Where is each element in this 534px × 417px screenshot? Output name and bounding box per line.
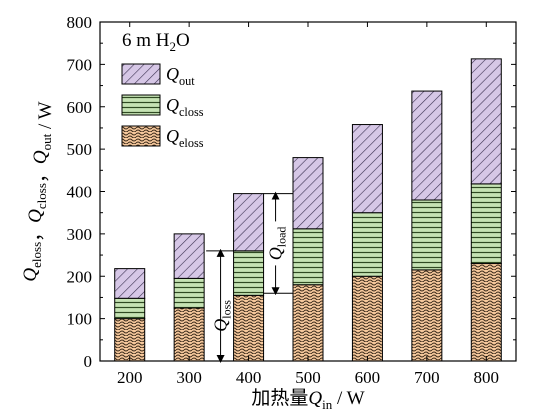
bar-closs-500 [292, 228, 324, 286]
bar-eloss-800 [470, 263, 502, 362]
x-tick-label: 600 [355, 368, 381, 387]
bar-out-600 [351, 124, 383, 214]
bar-out-500 [292, 157, 324, 230]
legend-swatch-closs [121, 94, 161, 116]
bar-closs-300 [173, 277, 205, 309]
x-tick-label: 200 [117, 368, 143, 387]
legend-swatch-eloss [121, 125, 161, 147]
bar-eloss-300 [173, 307, 205, 362]
x-tick-label: 400 [236, 368, 262, 387]
qload-label-bg [267, 221, 284, 266]
y-tick-label: 0 [84, 352, 93, 371]
x-axis-label: 加热量Qin / W [251, 387, 364, 412]
bar-out-300 [173, 233, 205, 279]
y-tick-label: 300 [67, 225, 93, 244]
x-tick-label: 500 [295, 368, 321, 387]
qload-label: Qload [266, 227, 289, 261]
legend-label-out: Qout [166, 64, 195, 88]
y-tick-label: 400 [67, 183, 93, 202]
x-tick-label: 700 [414, 368, 440, 387]
y-tick-label: 200 [67, 267, 93, 286]
y-axis-label: Qeloss，Qcloss，Qout / W [20, 101, 56, 281]
y-tick-label: 600 [67, 98, 93, 117]
condition-annotation: 6 m H2O [122, 30, 190, 54]
bar-eloss-200 [114, 318, 146, 362]
bar-eloss-500 [292, 284, 324, 362]
bar-out-400 [233, 193, 265, 252]
bar-eloss-400 [233, 294, 265, 362]
legend-swatch-out [121, 63, 161, 85]
legend-label-eloss: Qeloss [166, 126, 204, 150]
bar-closs-800 [470, 183, 502, 265]
bar-out-200 [114, 268, 146, 299]
y-tick-label: 800 [67, 13, 93, 32]
x-tick-label: 300 [176, 368, 202, 387]
y-tick-label: 700 [67, 55, 93, 74]
bar-closs-700 [411, 199, 443, 271]
bar-eloss-700 [411, 269, 443, 362]
qloss-label: Qloss [211, 300, 234, 332]
legend-label-closs: Qcloss [166, 95, 204, 119]
bar-eloss-600 [351, 275, 383, 362]
bar-closs-400 [233, 250, 265, 296]
bar-out-800 [470, 58, 502, 185]
bar-closs-600 [351, 212, 383, 277]
y-tick-label: 500 [67, 140, 93, 159]
bar-out-700 [411, 90, 443, 201]
bar-closs-200 [114, 297, 146, 320]
y-tick-label: 100 [67, 310, 93, 329]
x-tick-label: 800 [474, 368, 500, 387]
